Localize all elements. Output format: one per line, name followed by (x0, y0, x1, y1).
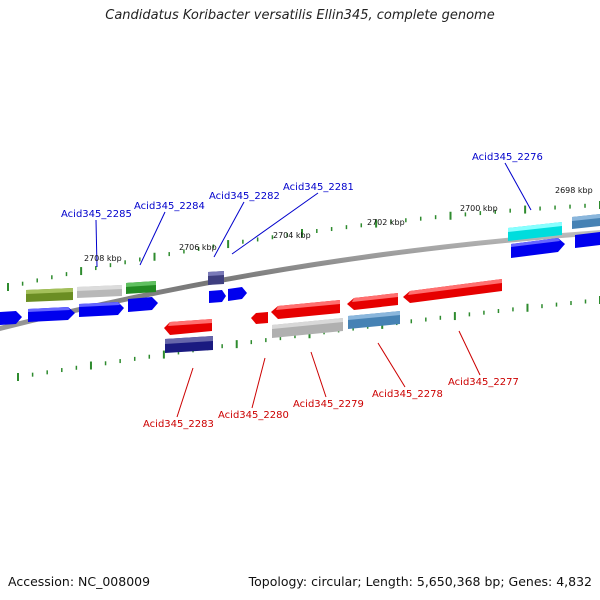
gene-feature-2280[interactable] (251, 312, 268, 324)
gene-feature-2279[interactable] (271, 300, 340, 319)
gene-label-2280[interactable]: Acid345_2280 (218, 410, 289, 421)
gene-label-2281[interactable]: Acid345_2281 (283, 182, 354, 193)
gene-feature-2278[interactable] (347, 293, 398, 310)
kbp-labels: 2708 kbp 2706 kbp 2704 kbp 2702 kbp 2700… (84, 186, 593, 263)
gene-feature-grey-lower[interactable] (272, 318, 343, 338)
gene-label-2278[interactable]: Acid345_2278 (372, 389, 443, 400)
gene-label-2284[interactable]: Acid345_2284 (134, 201, 205, 212)
map-title: Candidatus Koribacter versatilis Ellin34… (105, 8, 495, 23)
blue-arrow-5[interactable] (209, 290, 226, 303)
blue-arrow-1[interactable] (0, 311, 22, 325)
gene-feature-2285[interactable] (26, 288, 73, 302)
gene-feature-steel-upper[interactable] (572, 214, 600, 229)
gene-feature-steel-lower[interactable] (348, 311, 400, 329)
gene-label-2277[interactable]: Acid345_2277 (448, 377, 519, 388)
gene-feature-2284[interactable] (126, 281, 156, 294)
gene-feature-2282[interactable] (208, 271, 224, 285)
blue-arrow-2[interactable] (28, 307, 75, 322)
gene-label-2279[interactable]: Acid345_2279 (293, 399, 364, 410)
gene-feature-2283[interactable] (164, 319, 212, 335)
gene-feature-2276[interactable] (508, 222, 562, 241)
gene-label-2276[interactable]: Acid345_2276 (472, 152, 543, 163)
blue-arrow-7[interactable] (511, 238, 565, 258)
blue-arrow-8[interactable] (575, 232, 600, 248)
kbp-label-2708: 2708 kbp (84, 254, 122, 263)
kbp-label-2698: 2698 kbp (555, 186, 593, 195)
gene-feature-grey-upper-1[interactable] (77, 285, 122, 298)
gene-features (0, 214, 600, 353)
accession-text: Accession: NC_008009 (8, 574, 151, 589)
gene-feature-2277[interactable] (403, 279, 502, 303)
label-leader-lines (95, 162, 532, 418)
reverse-gene-labels: Acid345_2283 Acid345_2280 Acid345_2279 A… (143, 377, 519, 430)
blue-arrow-6[interactable] (228, 287, 247, 301)
gene-label-2283[interactable]: Acid345_2283 (143, 419, 214, 430)
tick-marks (7, 201, 600, 381)
gene-label-2285[interactable]: Acid345_2285 (61, 209, 132, 220)
kbp-label-2706: 2706 kbp (179, 243, 217, 252)
topology-text: Topology: circular; Length: 5,650,368 bp… (248, 574, 592, 589)
kbp-label-2704: 2704 kbp (273, 231, 311, 240)
blue-arrow-3[interactable] (79, 302, 124, 317)
forward-gene-labels: Acid345_2285 Acid345_2284 Acid345_2282 A… (61, 152, 543, 220)
gene-feature-navy-lower[interactable] (165, 336, 213, 353)
blue-arrow-4[interactable] (128, 297, 158, 312)
gene-label-2282[interactable]: Acid345_2282 (209, 191, 280, 202)
kbp-label-2700: 2700 kbp (460, 204, 498, 213)
kbp-label-2702: 2702 kbp (367, 218, 405, 227)
